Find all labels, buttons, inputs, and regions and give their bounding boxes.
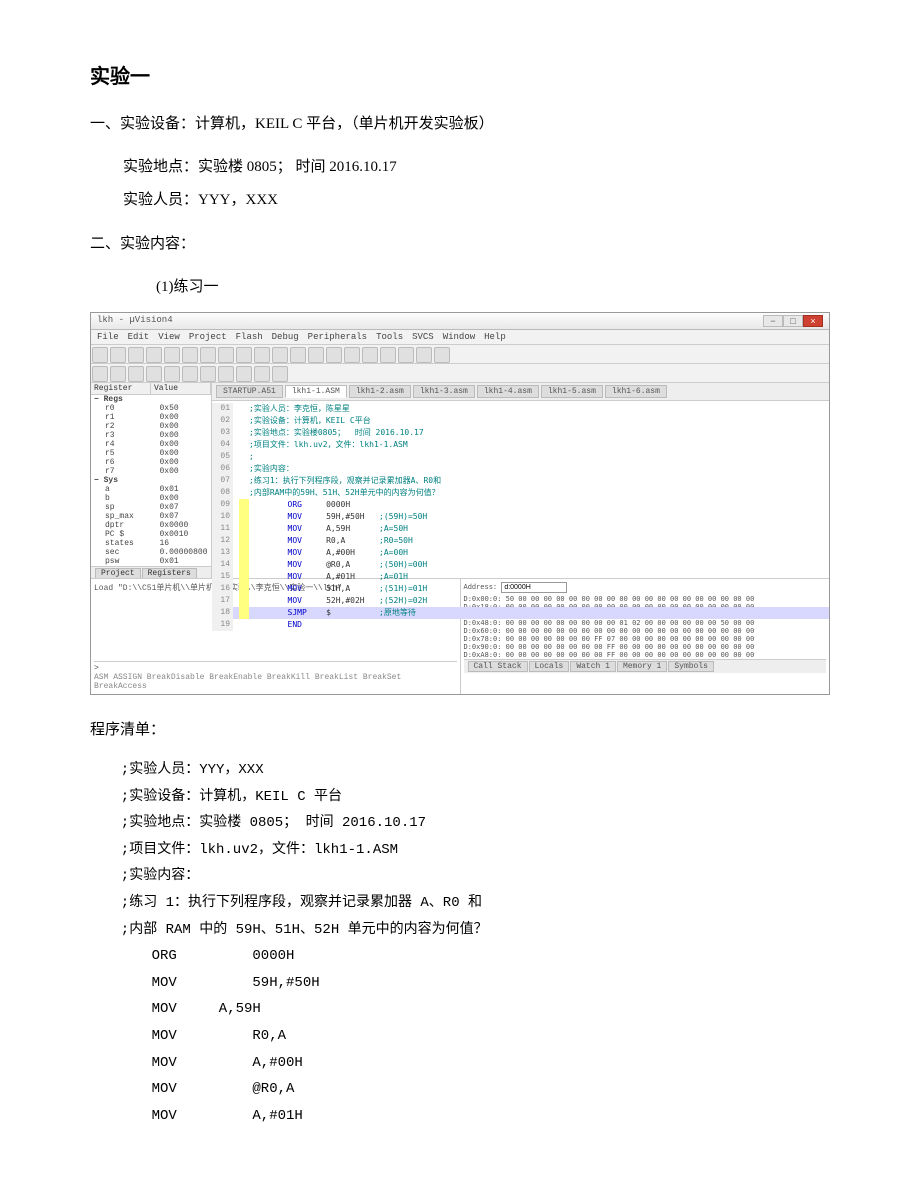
exercise-1-label: (1)练习一 [156, 271, 830, 304]
tab-file[interactable]: lkh1-2.asm [349, 385, 411, 398]
btab[interactable]: Locals [529, 661, 570, 672]
menu-window[interactable]: Window [443, 332, 475, 342]
asm-line: MOV R0,A [152, 1023, 830, 1050]
tab-registers[interactable]: Registers [142, 568, 197, 578]
tab-file[interactable]: lkh1-5.asm [541, 385, 603, 398]
window-title: lkh - µVision4 [97, 315, 173, 327]
menu-flash[interactable]: Flash [236, 332, 263, 342]
menu-debug[interactable]: Debug [272, 332, 299, 342]
equip-text: 计算机，KEIL C 平台，（单片机开发实验板） [195, 116, 494, 132]
window-buttons: −□× [763, 315, 823, 327]
loc-label: 实验地点： [123, 159, 198, 175]
asm-line: MOV @R0,A [152, 1076, 830, 1103]
minimize-icon[interactable]: − [763, 315, 783, 327]
asm-line: MOV A,#00H [152, 1050, 830, 1077]
menu-file[interactable]: File [97, 332, 119, 342]
tab-file[interactable]: lkh1-4.asm [477, 385, 539, 398]
toolbar-1 [91, 345, 829, 364]
loc-text: 实验楼 0805； 时间 2016.10.17 [198, 159, 397, 175]
close-icon[interactable]: × [803, 315, 823, 327]
btab[interactable]: Call Stack [468, 661, 528, 672]
btab[interactable]: Symbols [668, 661, 714, 672]
tab-file[interactable]: lkh1-3.asm [413, 385, 475, 398]
file-tabs: STARTUP.A51lkh1-1.ASMlkh1-2.asmlkh1-3.as… [212, 383, 829, 401]
btab[interactable]: Watch 1 [570, 661, 616, 672]
menu-edit[interactable]: Edit [128, 332, 150, 342]
reg-tabs: ProjectRegisters [91, 566, 211, 578]
menu-svcs[interactable]: SVCS [412, 332, 434, 342]
tab-file[interactable]: lkh1-1.ASM [285, 385, 347, 398]
menu-view[interactable]: View [158, 332, 180, 342]
bottom-tabs: Call StackLocalsWatch 1Memory 1Symbols [464, 659, 827, 673]
listing-l3: ;实验地点：实验楼 0805； 时间 2016.10.17 [121, 810, 830, 837]
code-editor: STARTUP.A51lkh1-1.ASMlkh1-2.asmlkh1-3.as… [212, 383, 829, 578]
menu-peripherals[interactable]: Peripherals [308, 332, 367, 342]
location-line: 实验地点：实验楼 0805； 时间 2016.10.17 [123, 151, 830, 184]
registers-pane: RegisterValue − Regsr00x50r10x00r20x00r3… [91, 383, 212, 578]
menu-help[interactable]: Help [484, 332, 506, 342]
listing-l7: ;内部 RAM 中的 59H、51H、52H 单元中的内容为何值？ [121, 917, 830, 944]
tab-file[interactable]: lkh1-6.asm [605, 385, 667, 398]
toolbar-2 [91, 364, 829, 383]
section-equipment: 一、实验设备：计算机，KEIL C 平台，（单片机开发实验板） [90, 109, 830, 139]
reg-hdr-val: Value [151, 383, 211, 394]
section-content: 二、实验内容： [90, 229, 830, 259]
people-line: 实验人员：YYY，XXX [123, 184, 830, 217]
menu-tools[interactable]: Tools [376, 332, 403, 342]
btab[interactable]: Memory 1 [617, 661, 667, 672]
people-label: 实验人员： [123, 192, 198, 208]
listing-title: 程序清单： [90, 715, 830, 745]
menu-project[interactable]: Project [189, 332, 227, 342]
people-text: YYY，XXX [198, 192, 278, 208]
reg-hdr-name: Register [91, 383, 151, 394]
listing-l1: ;实验人员：YYY，XXX [121, 757, 830, 784]
listing-l4: ;项目文件：lkh.uv2，文件：lkh1-1.ASM [121, 837, 830, 864]
listing-l5: ;实验内容： [121, 863, 830, 890]
asm-line: MOV 59H,#50H [152, 970, 830, 997]
page-title: 实验一 [90, 60, 830, 89]
listing-l6: ;练习 1：执行下列程序段，观察并记录累加器 A、R0 和 [121, 890, 830, 917]
ide-screenshot: lkh - µVision4 −□× File Edit View Project Fl… [90, 312, 830, 695]
asm-line: MOV A,#01H [152, 1103, 830, 1130]
sec1-label: 一、实验设备： [90, 116, 195, 132]
program-listing: ;实验人员：YYY，XXX ;实验设备：计算机，KEIL C 平台 ;实验地点：… [90, 757, 830, 1129]
cmd-hints: ASM ASSIGN BreakDisable BreakEnable Brea… [94, 673, 457, 691]
listing-l2: ;实验设备：计算机，KEIL C 平台 [121, 784, 830, 811]
asm-line: MOV A,59H [152, 996, 830, 1023]
maximize-icon[interactable]: □ [783, 315, 803, 327]
tab-project[interactable]: Project [95, 568, 141, 578]
tab-file[interactable]: STARTUP.A51 [216, 385, 283, 398]
asm-line: ORG 0000H [152, 943, 830, 970]
menubar: File Edit View Project Flash Debug Peripherals… [91, 330, 829, 345]
titlebar: lkh - µVision4 −□× [91, 313, 829, 330]
